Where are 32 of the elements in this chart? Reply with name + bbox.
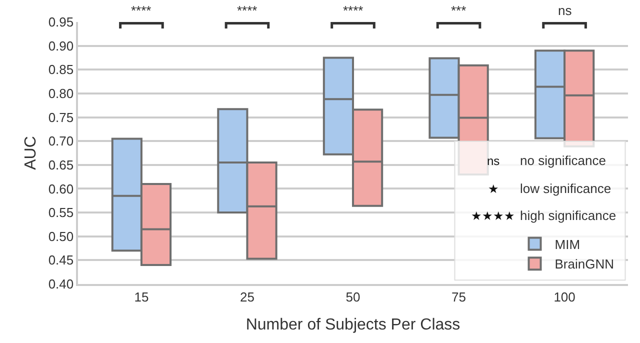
x-tick-label: 15: [134, 289, 149, 304]
annotation: high significance: [520, 208, 616, 223]
y-axis-title: AUC: [22, 136, 40, 170]
y-tick-label: 0.90: [48, 38, 74, 54]
y-tick-label: 0.60: [48, 181, 74, 196]
legend-label: MIM: [554, 236, 580, 252]
y-tick-label: 0.85: [48, 62, 74, 78]
y-tick-label: 0.95: [48, 14, 74, 30]
text: ***: [451, 3, 466, 18]
x-tick-label: 100: [554, 289, 576, 304]
annotation: ns: [487, 154, 500, 168]
annotation: no significance: [520, 153, 606, 168]
y-tick-label: 0.75: [48, 110, 74, 125]
x-tick-label: 75: [452, 289, 466, 304]
text: ns: [558, 3, 572, 18]
y-tick-label: 0.40: [48, 276, 74, 292]
annotation: ★★★★: [471, 209, 515, 223]
y-tick-label: 0.55: [48, 205, 74, 220]
y-tick-label: 0.50: [48, 228, 74, 244]
x-tick-label: 50: [346, 289, 360, 304]
y-tick-label: 0.80: [48, 86, 74, 101]
y-tick-label: 0.45: [48, 252, 74, 268]
annotation: low significance: [520, 181, 612, 196]
legend-label: BrainGNN: [554, 256, 614, 272]
text: ****: [343, 3, 364, 18]
annotation: ★: [488, 182, 499, 196]
text: ****: [237, 3, 258, 18]
x-tick-label: 25: [240, 289, 254, 304]
text: ****: [131, 3, 152, 18]
y-tick-label: 0.70: [48, 134, 74, 149]
x-axis-title: Number of Subjects Per Class: [246, 316, 460, 334]
y-tick-label: 0.65: [48, 157, 74, 172]
